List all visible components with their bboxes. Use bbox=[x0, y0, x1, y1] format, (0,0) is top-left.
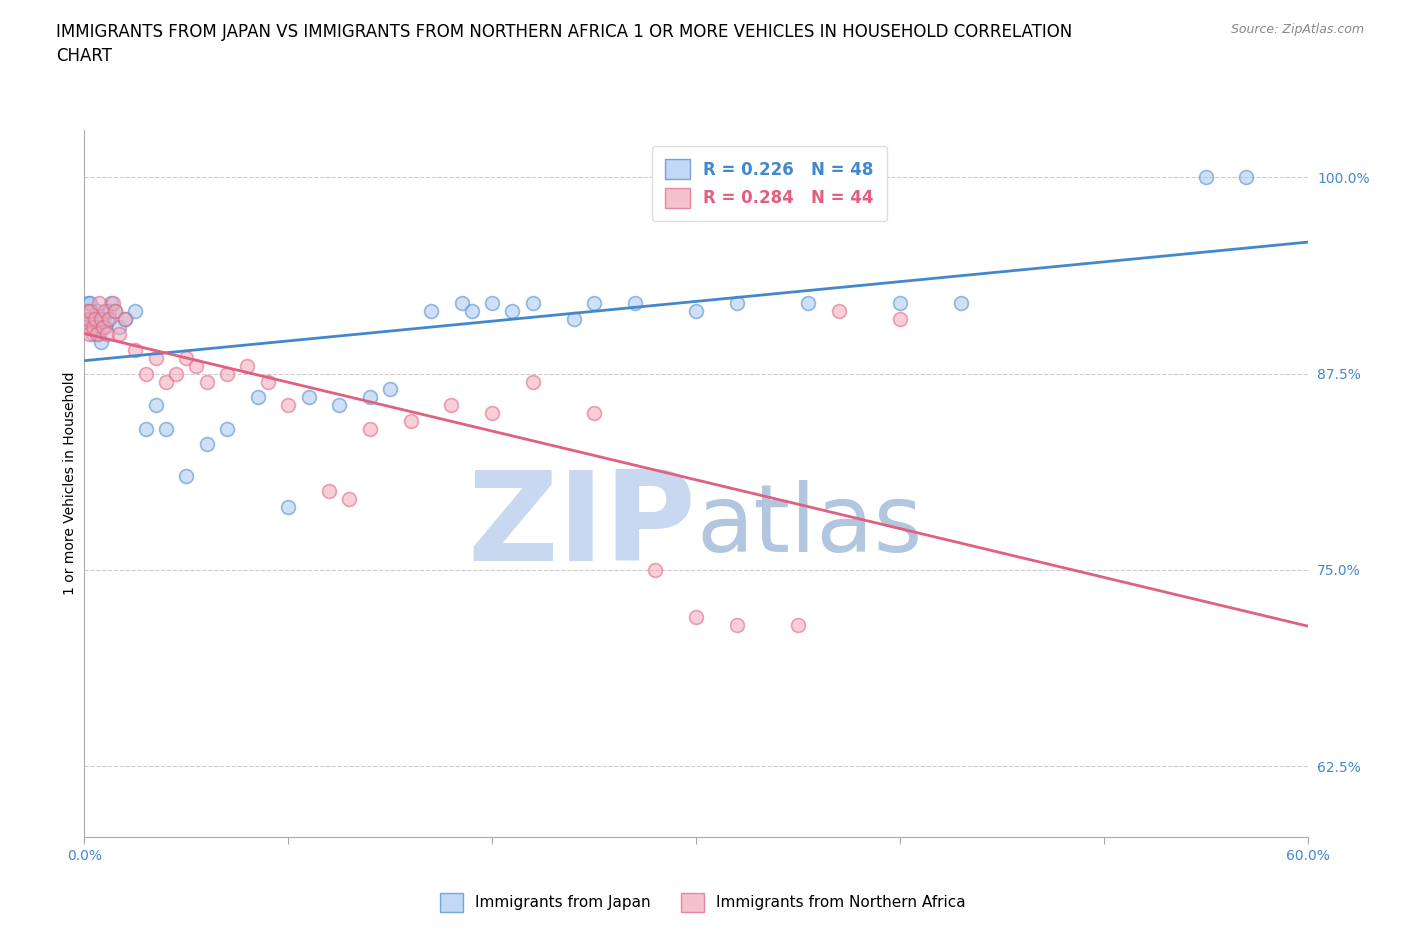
Point bbox=[246, 390, 269, 405]
Point bbox=[399, 413, 422, 428]
Point bbox=[420, 303, 443, 318]
Point bbox=[257, 374, 280, 389]
Point bbox=[328, 398, 350, 413]
Point bbox=[195, 374, 218, 389]
Point bbox=[298, 390, 321, 405]
Point bbox=[339, 492, 361, 507]
Point bbox=[91, 319, 114, 334]
Point bbox=[75, 312, 97, 326]
Point bbox=[83, 312, 105, 326]
Point bbox=[79, 303, 101, 318]
Point bbox=[87, 296, 110, 311]
Point bbox=[828, 303, 851, 318]
Text: atlas: atlas bbox=[696, 480, 922, 572]
Point bbox=[76, 303, 98, 318]
Point bbox=[93, 303, 115, 318]
Point bbox=[104, 303, 127, 318]
Text: ZIP: ZIP bbox=[467, 466, 696, 587]
Point bbox=[80, 312, 103, 326]
Point bbox=[135, 421, 157, 436]
Point bbox=[359, 390, 381, 405]
Point bbox=[79, 296, 101, 311]
Point bbox=[217, 366, 239, 381]
Point bbox=[889, 312, 911, 326]
Point bbox=[97, 303, 120, 318]
Point bbox=[950, 296, 973, 311]
Point bbox=[75, 319, 97, 334]
Point bbox=[481, 405, 503, 420]
Point bbox=[165, 366, 187, 381]
Point bbox=[96, 327, 118, 342]
Point bbox=[217, 421, 239, 436]
Point bbox=[82, 327, 104, 342]
Point bbox=[77, 296, 100, 311]
Point bbox=[195, 437, 218, 452]
Point bbox=[359, 421, 381, 436]
Point bbox=[277, 398, 299, 413]
Point bbox=[145, 398, 167, 413]
Point bbox=[124, 303, 146, 318]
Y-axis label: 1 or more Vehicles in Household: 1 or more Vehicles in Household bbox=[63, 372, 77, 595]
Point bbox=[86, 303, 108, 318]
Point bbox=[1236, 170, 1258, 185]
Point bbox=[77, 312, 100, 326]
Text: Source: ZipAtlas.com: Source: ZipAtlas.com bbox=[1230, 23, 1364, 36]
Point bbox=[174, 469, 197, 484]
Point bbox=[797, 296, 820, 311]
Point bbox=[236, 358, 259, 373]
Point bbox=[155, 421, 177, 436]
Point bbox=[91, 312, 114, 326]
Point bbox=[96, 312, 118, 326]
Point bbox=[97, 312, 120, 326]
Point bbox=[86, 327, 108, 342]
Point bbox=[155, 374, 177, 389]
Point bbox=[583, 296, 606, 311]
Point bbox=[82, 319, 104, 334]
Point bbox=[174, 351, 197, 365]
Point bbox=[108, 319, 131, 334]
Point bbox=[685, 303, 707, 318]
Point bbox=[440, 398, 463, 413]
Point bbox=[725, 618, 748, 632]
Point bbox=[277, 499, 299, 514]
Point bbox=[114, 312, 136, 326]
Legend: R = 0.226   N = 48, R = 0.284   N = 44: R = 0.226 N = 48, R = 0.284 N = 44 bbox=[651, 146, 887, 221]
Point bbox=[562, 312, 585, 326]
Point bbox=[380, 382, 402, 397]
Text: IMMIGRANTS FROM JAPAN VS IMMIGRANTS FROM NORTHERN AFRICA 1 OR MORE VEHICLES IN H: IMMIGRANTS FROM JAPAN VS IMMIGRANTS FROM… bbox=[56, 23, 1073, 65]
Legend: Immigrants from Japan, Immigrants from Northern Africa: Immigrants from Japan, Immigrants from N… bbox=[434, 887, 972, 918]
Point bbox=[87, 327, 110, 342]
Point bbox=[461, 303, 484, 318]
Point bbox=[100, 296, 122, 311]
Point bbox=[186, 358, 208, 373]
Point bbox=[1195, 170, 1218, 185]
Point bbox=[522, 374, 544, 389]
Point bbox=[481, 296, 503, 311]
Point bbox=[108, 327, 131, 342]
Point bbox=[90, 312, 112, 326]
Point bbox=[685, 610, 707, 625]
Point bbox=[114, 312, 136, 326]
Point bbox=[90, 335, 112, 350]
Point bbox=[124, 342, 146, 357]
Point bbox=[583, 405, 606, 420]
Point bbox=[104, 303, 127, 318]
Point bbox=[135, 366, 157, 381]
Point bbox=[79, 303, 101, 318]
Point bbox=[644, 563, 666, 578]
Point bbox=[83, 319, 105, 334]
Point bbox=[145, 351, 167, 365]
Point bbox=[79, 327, 101, 342]
Point bbox=[76, 319, 98, 334]
Point bbox=[502, 303, 524, 318]
Point bbox=[450, 296, 472, 311]
Point bbox=[787, 618, 810, 632]
Point bbox=[101, 296, 124, 311]
Point bbox=[318, 484, 340, 498]
Point bbox=[93, 319, 115, 334]
Point bbox=[624, 296, 647, 311]
Point bbox=[889, 296, 911, 311]
Point bbox=[725, 296, 748, 311]
Point bbox=[522, 296, 544, 311]
